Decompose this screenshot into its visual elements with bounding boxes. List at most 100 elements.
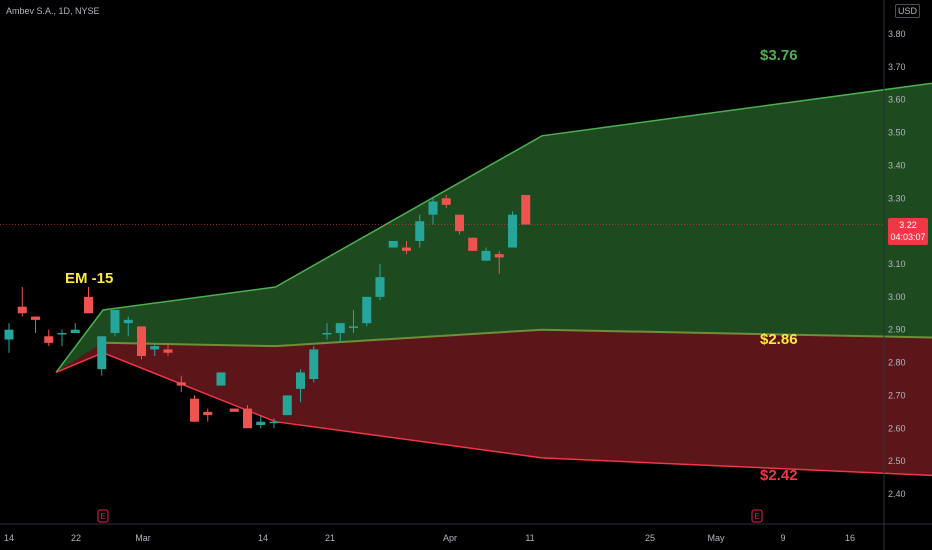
candle[interactable] [31, 316, 40, 333]
candle[interactable] [97, 336, 107, 376]
candle[interactable] [229, 408, 239, 412]
lower-envelope-line [55, 351, 932, 477]
price-tick-label: 3.70 [888, 62, 906, 72]
candle-body [428, 201, 438, 215]
price-tick-label: 3.50 [888, 128, 906, 138]
candle[interactable] [362, 296, 372, 327]
time-tick-label: 16 [845, 533, 855, 543]
candle[interactable] [44, 329, 54, 347]
price-tick-label: 2.90 [888, 325, 906, 335]
time-tick-label: 11 [525, 533, 534, 543]
last-price-tag: 3.22 04:03:07 [888, 218, 928, 245]
candle[interactable] [296, 369, 305, 402]
earnings-marker-box [751, 509, 763, 523]
candle[interactable] [123, 316, 133, 337]
candle[interactable] [243, 405, 252, 429]
candle[interactable] [349, 309, 358, 333]
upper-envelope-line [55, 82, 932, 373]
candle[interactable] [375, 263, 385, 301]
candle[interactable] [84, 286, 93, 314]
candle[interactable] [521, 194, 531, 225]
candle[interactable] [282, 395, 292, 416]
candle[interactable] [17, 286, 27, 317]
candle-body [455, 214, 464, 232]
symbol-title[interactable]: Ambev S.A., 1D, NYSE [6, 6, 100, 16]
candle[interactable] [508, 211, 517, 248]
candle[interactable] [309, 346, 319, 383]
price-tick-label: 3.00 [888, 292, 906, 302]
time-tick-label: Apr [443, 533, 457, 543]
candle-body [150, 346, 160, 350]
candle-body [521, 194, 531, 225]
price-tick-label: 3.60 [888, 95, 906, 105]
candle-body [508, 214, 517, 248]
time-tick-label: 21 [325, 533, 335, 543]
candle-body [84, 296, 93, 314]
price-tick-label: 3.80 [888, 29, 906, 39]
candle-body [362, 296, 372, 324]
candle[interactable] [150, 342, 160, 356]
candle[interactable] [455, 214, 464, 235]
candle[interactable] [176, 375, 186, 393]
candle[interactable] [4, 323, 14, 353]
candle[interactable] [441, 194, 451, 209]
candle[interactable] [163, 342, 173, 356]
candle[interactable] [203, 408, 213, 422]
time-tick-label: 9 [780, 533, 785, 543]
candle-body [322, 332, 332, 335]
em-label: EM -15 [65, 270, 113, 287]
price-tick-label: 2.70 [888, 390, 906, 400]
earnings-marker-box [97, 509, 109, 523]
lower-target-label: $2.42 [760, 467, 798, 484]
candle[interactable] [110, 309, 120, 337]
time-tick-label: 14 [4, 533, 14, 543]
candle-body [243, 408, 252, 429]
candle-body [203, 411, 213, 416]
candle[interactable] [216, 372, 226, 386]
candle[interactable] [481, 247, 491, 261]
price-tick-label: 3.10 [888, 259, 906, 269]
earnings-marker[interactable]: E [97, 509, 109, 523]
candle[interactable] [137, 326, 146, 360]
candle-body [44, 336, 54, 343]
earnings-marker-label: E [100, 512, 105, 521]
candle[interactable] [256, 415, 266, 429]
earnings-marker[interactable]: E [751, 509, 763, 523]
candle[interactable] [269, 418, 279, 429]
candle[interactable] [322, 323, 332, 340]
candle-body [468, 237, 478, 251]
candle[interactable] [494, 250, 504, 274]
candle[interactable] [70, 323, 80, 333]
upper-target-label: $3.76 [760, 47, 798, 64]
candle[interactable] [468, 237, 478, 251]
candle-body [176, 382, 186, 386]
candle[interactable] [190, 395, 199, 422]
candle[interactable] [428, 198, 438, 225]
candle-body [282, 395, 292, 416]
candle[interactable] [57, 329, 67, 347]
candle-body [163, 349, 173, 353]
candle-body [309, 349, 319, 379]
price-tick-label: 3.30 [888, 193, 906, 203]
candle[interactable] [335, 323, 345, 343]
candle-body [97, 336, 107, 370]
candle-body [415, 221, 425, 241]
currency-badge[interactable]: USD [894, 4, 920, 18]
mid-line [102, 328, 932, 348]
earnings-marker-label: E [754, 512, 759, 521]
time-axis: 14 22 Mar 14 21 Apr 11 25 May 9 16 E E [0, 509, 932, 543]
candle[interactable] [415, 214, 425, 248]
time-tick-label: 22 [71, 533, 81, 543]
candle-body [481, 250, 491, 261]
time-tick-label: 14 [258, 533, 268, 543]
candle[interactable] [388, 240, 398, 248]
price-tick-label: 2.80 [888, 358, 906, 368]
candle-body [335, 323, 345, 333]
price-tick-label: 2.60 [888, 423, 906, 433]
countdown-timer: 04:03:07 [890, 232, 926, 242]
candle-body [494, 254, 504, 258]
candle-body [388, 240, 398, 248]
candle[interactable] [402, 240, 411, 255]
candle-body [137, 326, 146, 356]
